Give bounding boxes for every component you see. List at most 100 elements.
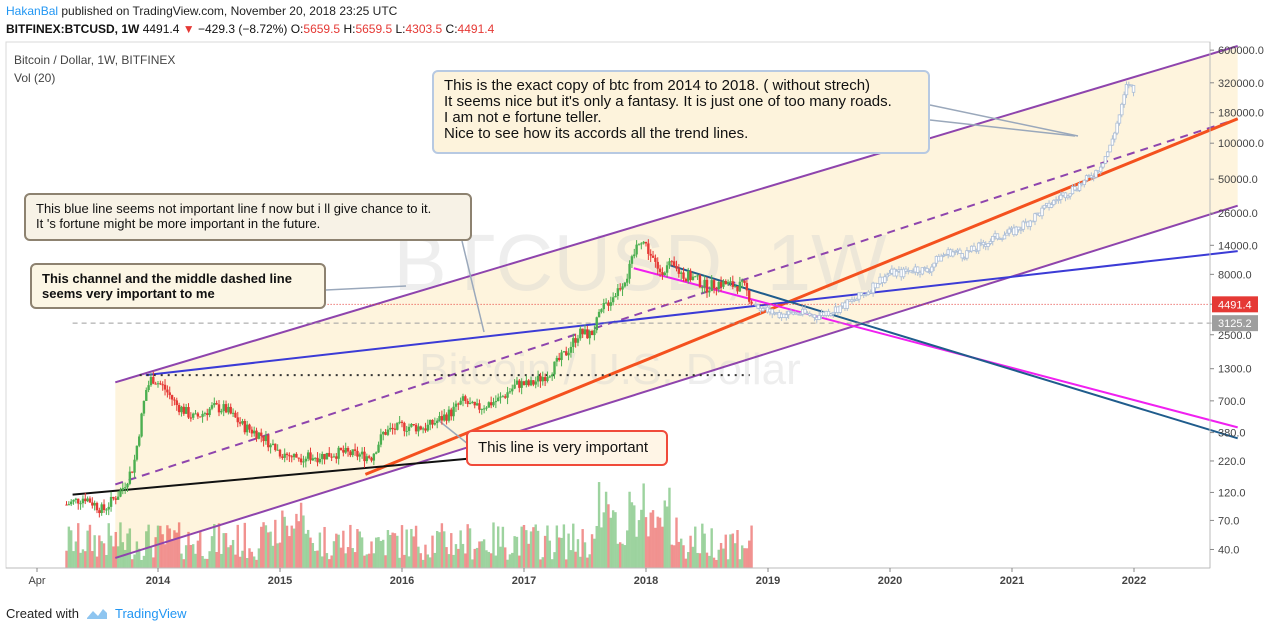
chart-legend-title[interactable]: Bitcoin / Dollar, 1W, BITFINEX — [14, 53, 176, 67]
candle-body — [203, 413, 207, 415]
candle-body — [414, 424, 418, 432]
volume-bar — [651, 510, 655, 568]
candle-body — [475, 403, 479, 406]
y-tick-label: 26000.0 — [1218, 208, 1258, 220]
red-line-note-callout[interactable]: This line is very important — [466, 430, 668, 466]
volume-bar — [529, 531, 533, 568]
blue-trend-line[interactable] — [145, 250, 1238, 377]
candle-body — [717, 282, 720, 290]
candle-body — [353, 449, 357, 451]
volume-bar — [722, 548, 725, 568]
candle-body — [604, 302, 608, 304]
candle-body — [238, 422, 242, 424]
volume-bar — [407, 556, 411, 568]
channel-upper-line[interactable] — [115, 45, 1238, 384]
projection-body — [1059, 194, 1063, 200]
copy-note-line: It seems nice but it's only a fantasy. I… — [444, 93, 892, 110]
candle-body — [574, 338, 577, 343]
candle-body — [445, 414, 448, 421]
candle-body — [407, 426, 411, 431]
volume-bar — [281, 510, 284, 568]
candle-body — [740, 280, 744, 282]
volume-bar — [630, 502, 634, 568]
volume-bar — [710, 528, 713, 568]
candle-body — [454, 403, 458, 407]
volume-bar — [203, 558, 207, 568]
y-tick-label: 700.0 — [1218, 396, 1246, 408]
y-tick-label: 2500.0 — [1218, 330, 1252, 342]
candle-body — [694, 276, 697, 278]
candle-body — [105, 509, 108, 511]
candle-body — [677, 268, 681, 274]
volume-bar — [109, 535, 113, 568]
candle-body — [637, 244, 641, 246]
candle-body — [672, 261, 676, 266]
candle-body — [189, 417, 193, 419]
candle-body — [367, 456, 371, 458]
blue-line-note-callout[interactable]: This blue line seems not important line … — [24, 193, 472, 241]
volume-bar — [330, 555, 333, 568]
channel-middle-dashed-line[interactable] — [114, 117, 1239, 486]
callout-pointer — [929, 119, 1076, 137]
low-label: L: — [395, 22, 406, 36]
candle-body — [325, 452, 329, 460]
candle-body — [738, 281, 742, 292]
channel-note-line: seems very important to me — [42, 286, 215, 301]
volume-bar — [372, 553, 376, 568]
volume-bar — [384, 555, 387, 568]
pink-trend-line[interactable] — [633, 267, 1238, 429]
last-price-tag[interactable] — [1212, 296, 1258, 313]
navy-trend-line[interactable] — [670, 264, 1238, 440]
candle-body — [522, 381, 526, 385]
volume-bar — [69, 530, 73, 568]
y-tick-label: 50000.0 — [1218, 174, 1258, 186]
black-trend-line[interactable] — [72, 457, 470, 496]
author-link[interactable]: HakanBal — [6, 4, 59, 18]
volume-bar — [243, 522, 247, 568]
volume-bar — [262, 522, 265, 568]
change-value: −429.3 (−8.72%) — [197, 22, 288, 36]
copy-note-callout[interactable]: This is the exact copy of btc from 2014 … — [432, 70, 930, 154]
candle-body — [438, 416, 441, 421]
volume-bar — [447, 554, 451, 568]
candle-body — [257, 432, 261, 439]
volume-bar — [374, 537, 378, 568]
candle-body — [541, 377, 544, 382]
volume-bar — [321, 556, 324, 568]
candle-body — [285, 453, 289, 456]
candle-body — [410, 424, 413, 427]
volume-bar — [201, 556, 204, 568]
candle-body — [384, 431, 387, 435]
candle-body — [729, 281, 732, 283]
candle-body — [135, 445, 139, 460]
volume-bar — [276, 543, 279, 568]
candle-body — [703, 279, 706, 288]
volume-bar — [400, 525, 404, 568]
y-tick-label: 220.0 — [1218, 456, 1246, 468]
tradingview-link[interactable]: TradingView — [114, 606, 187, 621]
projection-body — [1007, 228, 1011, 234]
candle-body — [635, 244, 638, 255]
volume-bar — [177, 522, 181, 568]
candle-body — [252, 430, 256, 434]
candle-body — [450, 409, 453, 417]
channel-lower-line[interactable] — [115, 204, 1238, 559]
candle-body — [597, 311, 601, 318]
volume-bar — [640, 509, 643, 568]
candle-body — [199, 416, 202, 418]
volume-legend[interactable]: Vol (20) — [14, 71, 56, 85]
candle-body — [112, 496, 115, 499]
volume-bar — [170, 538, 174, 568]
volume-bar — [156, 525, 160, 568]
level-price-tag[interactable] — [1212, 315, 1258, 332]
volume-bar — [670, 544, 674, 568]
candle-body — [299, 458, 303, 463]
channel-note-callout[interactable]: This channel and the middle dashed line … — [30, 263, 326, 309]
candle-body — [351, 449, 354, 456]
candle-body — [370, 457, 373, 461]
volume-bar — [534, 524, 537, 568]
candle-body — [553, 361, 556, 375]
candle-body — [260, 432, 263, 436]
high-label: H: — [343, 22, 356, 36]
